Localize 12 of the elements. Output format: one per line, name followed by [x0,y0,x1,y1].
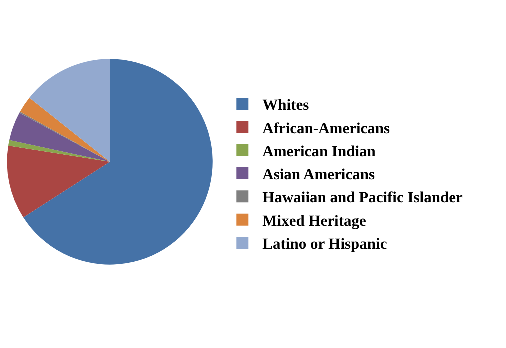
pie-slice [20,98,110,162]
legend-label: Hawaiian and Pacific Islander [262,190,463,207]
legend-label: Asian Americans [262,166,376,184]
pie-slice [24,59,213,265]
pie-slice [30,59,110,162]
legend-label: American Indian [262,143,376,160]
legend-label: Mixed Heritage [262,212,366,230]
pie-slice [7,146,110,218]
legend-label: Whites [262,97,310,114]
legend-label: Latino or Hispanic [262,236,388,254]
pie-slice [8,140,110,162]
legend-label: African-Americans [262,120,390,138]
